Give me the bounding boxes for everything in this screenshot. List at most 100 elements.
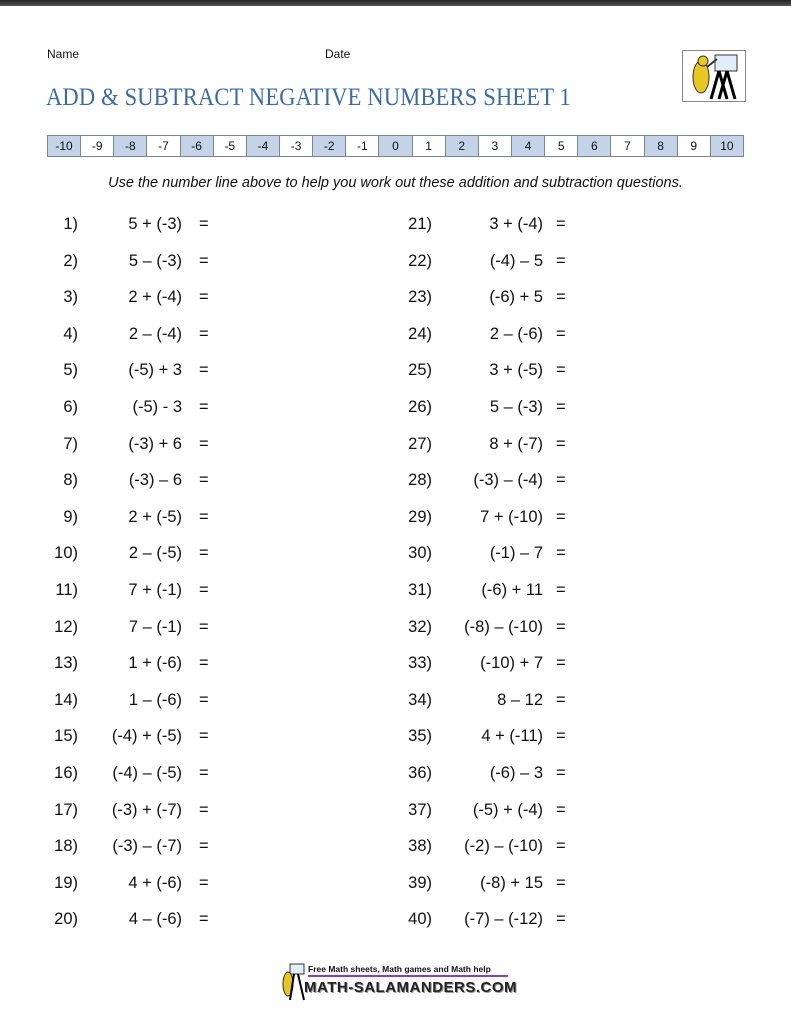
question-number: 39) — [408, 873, 432, 892]
question-expression: (-5) - 3 — [132, 398, 183, 416]
number-line-cell: 6 — [578, 136, 612, 156]
number-line-cell: 7 — [611, 136, 645, 156]
question-number: 22) — [408, 251, 432, 270]
question-expression: (-8) + 15 — [480, 873, 543, 892]
question-number: 3) — [63, 288, 78, 307]
equals-sign: = — [199, 690, 209, 709]
question-number: 7) — [63, 434, 78, 453]
question-number: 40) — [408, 910, 432, 929]
question-number: 5) — [63, 361, 78, 380]
question-expression: 2 + (-5) — [128, 507, 182, 526]
equals-sign: = — [199, 910, 209, 929]
number-line-cell: -2 — [313, 136, 347, 156]
number-line: -10 -9 -8 -7 -6 -5 -4 -3 -2 -1 0 1 2 3 4 5 6 7 8 9 10 — [47, 135, 744, 157]
equals-sign: = — [556, 764, 566, 782]
equals-sign: = — [556, 617, 566, 636]
question-expression: (-6) + 5 — [489, 288, 543, 307]
number-line-cell: 10 — [710, 136, 743, 156]
question-number: 13) — [54, 654, 78, 673]
question-number: 24) — [408, 324, 432, 343]
footer-tagline: Free Math sheets, Math games and Math he… — [308, 964, 508, 977]
question-number: 29) — [408, 507, 432, 526]
question-number: 18) — [54, 837, 78, 856]
top-border — [0, 0, 791, 6]
question-number: 25) — [408, 361, 432, 380]
question-number: 23) — [408, 288, 432, 307]
question-number: 9) — [63, 507, 78, 526]
number-line-cell: 0 — [379, 136, 413, 156]
question-expression: (-4) + (-5) — [111, 727, 182, 746]
equals-sign: = — [199, 324, 209, 343]
question-expression: 2 – (-5) — [128, 544, 182, 563]
salamander-logo — [682, 50, 746, 102]
question-number: 6) — [63, 398, 78, 416]
equals-sign: = — [556, 837, 566, 856]
equals-sign: = — [556, 690, 566, 709]
question-number: 11) — [55, 581, 78, 599]
question-number: 14) — [54, 690, 78, 709]
question-expression: 4 + (-6) — [128, 873, 182, 892]
equals-sign: = — [199, 507, 209, 526]
equals-sign: = — [556, 800, 566, 819]
question-expression: 5 + (-3) — [128, 215, 182, 233]
equals-sign: = — [199, 727, 209, 746]
equals-sign: = — [556, 544, 566, 563]
equals-sign: = — [199, 617, 209, 636]
equals-sign: = — [556, 507, 566, 526]
question-expression: (-5) + (-4) — [472, 800, 543, 819]
question-expression: (-10) + 7 — [480, 654, 543, 673]
equals-sign: = — [556, 251, 566, 270]
question-expression: (-3) – 6 — [128, 471, 182, 490]
number-line-cell: -8 — [114, 136, 148, 156]
question-number: 1) — [63, 215, 78, 233]
question-expression: 5 – (-3) — [489, 398, 543, 416]
equals-sign: = — [556, 471, 566, 490]
number-line-cell: 5 — [545, 136, 579, 156]
instructions: Use the number line above to help you wo… — [108, 175, 683, 191]
question-number: 8) — [63, 471, 78, 490]
equals-sign: = — [199, 434, 209, 453]
footer-logo: Free Math sheets, Math games and Math he… — [280, 962, 520, 1002]
number-line-cell: -6 — [180, 136, 214, 156]
question-number: 15) — [54, 727, 78, 746]
equals-sign: = — [556, 288, 566, 307]
question-number: 26) — [408, 398, 432, 416]
equals-sign: = — [556, 324, 566, 343]
question-expression: 5 – (-3) — [128, 251, 182, 270]
question-expression: (-6) + 11 — [481, 581, 543, 599]
question-expression: 4 – (-6) — [128, 910, 182, 929]
question-expression: 3 + (-4) — [489, 215, 543, 233]
date-label: Date — [325, 47, 351, 61]
equals-sign: = — [199, 215, 209, 233]
question-expression: (-1) – 7 — [489, 544, 543, 563]
number-line-cell: 9 — [678, 136, 711, 156]
question-number: 32) — [408, 617, 432, 636]
equals-sign: = — [199, 764, 209, 782]
question-number: 28) — [408, 471, 432, 490]
question-expression: (-4) – (-5) — [112, 764, 182, 782]
question-expression: 2 – (-4) — [128, 324, 182, 343]
question-number: 38) — [408, 837, 432, 856]
question-expression: 7 + (-1) — [128, 581, 182, 599]
question-expression: 1 + (-6) — [128, 654, 182, 673]
page-title: ADD & SUBTRACT NEGATIVE NUMBERS SHEET 1 — [46, 84, 571, 111]
equals-sign: = — [199, 837, 209, 856]
question-number: 2) — [63, 251, 78, 270]
question-expression: 2 + (-4) — [128, 288, 182, 307]
equals-sign: = — [199, 288, 209, 307]
question-expression: 2 – (-6) — [489, 324, 543, 343]
equals-sign: = — [199, 873, 209, 892]
question-expression: (-3) – (-4) — [473, 471, 543, 490]
equals-sign: = — [556, 434, 566, 453]
equals-sign: = — [556, 361, 566, 380]
question-number: 27) — [408, 434, 432, 453]
equals-sign: = — [199, 398, 209, 416]
equals-sign: = — [556, 910, 566, 929]
question-number: 34) — [408, 690, 432, 709]
number-line-cell: -5 — [214, 136, 247, 156]
question-number: 12) — [54, 617, 78, 636]
number-line-cell: -9 — [81, 136, 115, 156]
equals-sign: = — [556, 727, 566, 746]
number-line-cell: 4 — [511, 136, 546, 156]
question-expression: (-2) – (-10) — [464, 837, 543, 856]
